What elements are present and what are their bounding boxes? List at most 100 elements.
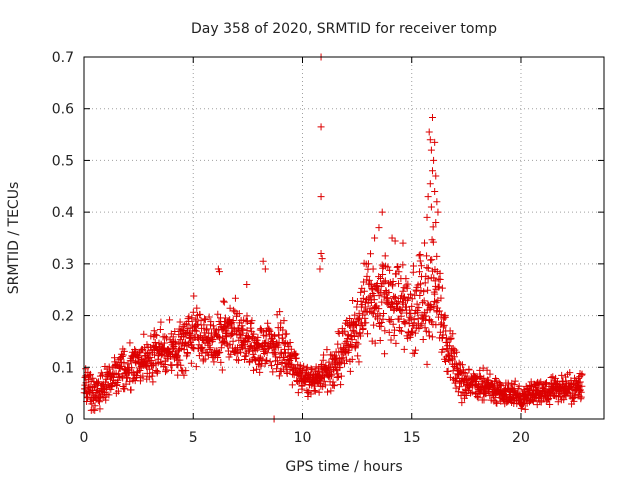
data-point	[439, 331, 447, 339]
data-point	[280, 353, 288, 361]
data-point	[383, 294, 391, 302]
data-point	[258, 355, 266, 363]
data-point	[238, 322, 246, 330]
data-point	[449, 345, 457, 353]
data-point	[421, 324, 429, 332]
data-point	[424, 275, 432, 283]
data-point	[217, 358, 225, 366]
data-point	[245, 347, 253, 355]
data-point	[432, 218, 440, 226]
data-point	[341, 327, 349, 335]
data-point	[354, 340, 362, 348]
y-tick-label: 0.3	[52, 257, 74, 273]
data-point	[430, 302, 438, 310]
data-point	[137, 347, 145, 355]
data-point	[392, 339, 400, 347]
data-point	[337, 381, 345, 389]
data-point	[350, 333, 358, 341]
data-point	[521, 405, 529, 413]
data-point	[200, 321, 208, 329]
data-point	[223, 329, 231, 337]
data-point	[415, 304, 423, 312]
data-point	[375, 292, 383, 300]
data-point	[244, 334, 252, 342]
data-point	[544, 396, 552, 404]
data-point	[235, 356, 243, 364]
data-point	[435, 283, 443, 291]
data-point	[126, 339, 134, 347]
data-point	[220, 298, 228, 306]
data-point	[269, 368, 277, 376]
data-point	[434, 208, 442, 216]
data-point	[433, 198, 441, 206]
data-point	[176, 356, 184, 364]
data-point	[130, 351, 138, 359]
data-point	[269, 338, 277, 346]
data-point	[286, 338, 294, 346]
data-point	[575, 387, 583, 395]
data-point	[384, 280, 392, 288]
data-point	[303, 363, 311, 371]
data-point	[174, 371, 182, 379]
data-point	[431, 138, 439, 146]
data-point	[348, 355, 356, 363]
data-point	[216, 348, 224, 356]
data-point	[153, 331, 161, 339]
data-point	[235, 310, 243, 318]
data-point	[422, 312, 430, 320]
data-point	[430, 156, 438, 164]
data-point	[254, 333, 262, 341]
data-point	[458, 361, 466, 369]
data-point	[546, 401, 554, 409]
data-point	[261, 265, 269, 273]
data-point	[408, 328, 416, 336]
data-point	[368, 308, 376, 316]
data-point	[298, 381, 306, 389]
data-point	[268, 362, 276, 370]
data-point	[214, 353, 222, 361]
data-point	[84, 393, 92, 401]
data-point	[241, 352, 249, 360]
data-point	[147, 332, 155, 340]
data-point	[416, 280, 424, 288]
data-point	[385, 288, 393, 296]
data-point	[330, 382, 338, 390]
data-point	[161, 333, 169, 341]
data-point	[423, 360, 431, 368]
data-point	[324, 371, 332, 379]
data-point	[279, 334, 287, 342]
data-point	[355, 315, 363, 323]
data-point	[197, 317, 205, 325]
data-point	[419, 299, 427, 307]
data-point	[370, 321, 378, 329]
data-point	[205, 313, 213, 321]
data-point	[333, 374, 341, 382]
chart-title: Day 358 of 2020, SRMTID for receiver tom…	[191, 21, 497, 37]
data-point	[365, 276, 373, 284]
data-point	[206, 344, 214, 352]
data-point	[399, 239, 407, 247]
data-point	[439, 346, 447, 354]
data-point	[436, 269, 444, 277]
data-point	[424, 264, 432, 272]
data-point	[483, 366, 491, 374]
data-point	[398, 307, 406, 315]
data-point	[157, 318, 165, 326]
data-point	[249, 350, 257, 358]
data-point	[387, 316, 395, 324]
data-point	[566, 369, 574, 377]
data-point	[395, 268, 403, 276]
data-point	[439, 323, 447, 331]
data-point	[560, 396, 568, 404]
data-point	[197, 344, 205, 352]
data-point	[95, 398, 103, 406]
y-tick-label: 0.6	[52, 102, 74, 118]
data-point	[401, 319, 409, 327]
data-point	[114, 387, 122, 395]
data-point	[411, 349, 419, 357]
data-point	[558, 371, 566, 379]
data-point	[421, 279, 429, 287]
data-point	[275, 331, 283, 339]
data-point	[263, 349, 271, 357]
data-point	[412, 346, 420, 354]
